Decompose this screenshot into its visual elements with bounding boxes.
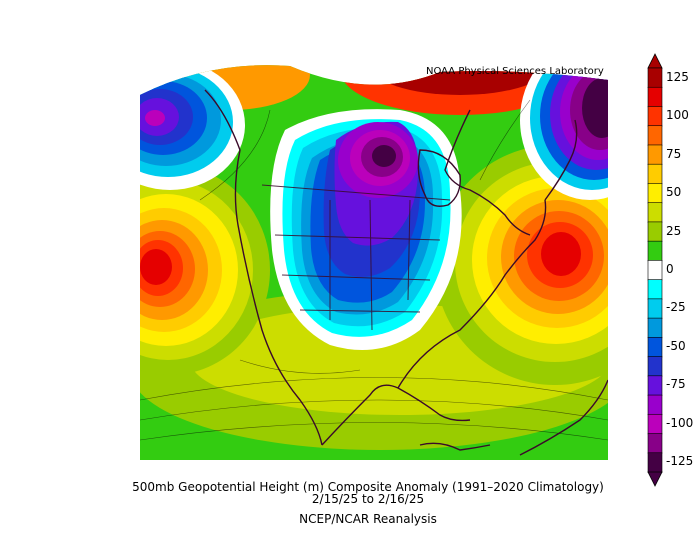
colorbar-swatch — [647, 317, 663, 339]
colorbar-swatch — [647, 356, 663, 377]
colorbar-swatch — [647, 221, 663, 242]
colorbar-tick-label: 0 — [666, 262, 674, 276]
colorbar-swatch — [647, 163, 663, 185]
colorbar-swatch — [647, 260, 663, 281]
colorbar-swatch — [647, 337, 663, 358]
contour-lines — [140, 99, 608, 441]
colorbar-tick-label: 100 — [666, 108, 689, 123]
colorbar-swatch — [647, 86, 663, 108]
colorbar-tick-label: 50 — [666, 185, 682, 200]
negative-anomaly-alaska — [140, 65, 245, 190]
colorbar-swatch — [647, 375, 663, 396]
colorbar-swatch — [647, 413, 663, 435]
colorbar-swatch — [647, 452, 663, 473]
positive-anomaly-western-atlantic — [435, 145, 608, 385]
colorbar-swatch — [647, 67, 663, 89]
colorbar-tick-label: 125 — [666, 69, 689, 84]
colorbar-top-arrow — [647, 53, 663, 69]
colorbar-swatch — [647, 106, 663, 127]
negative-anomaly-greenland — [520, 65, 608, 200]
colorbar-swatch — [647, 279, 663, 300]
negative-anomaly-central-canada-us — [270, 109, 462, 350]
colorbar-swatch — [647, 202, 663, 223]
coastlines — [204, 89, 608, 456]
colorbar-tick-label: 75 — [666, 146, 682, 161]
colorbar-tick-label: -50 — [666, 338, 686, 353]
colorbar-swatch — [647, 144, 663, 165]
positive-anomaly-northeast-pacific — [140, 165, 270, 375]
colorbar — [647, 53, 663, 487]
colorbar-tick-label: -125 — [666, 454, 694, 469]
caption-title: 500mb Geopotential Height (m) Composite … — [132, 480, 604, 494]
political-borders — [261, 184, 451, 331]
colorbar-tick-label: -100 — [666, 415, 694, 430]
colorbar-swatch — [647, 183, 663, 204]
colorbar-swatch — [647, 125, 663, 146]
colorbar-swatch — [647, 240, 663, 262]
caption-dates: 2/15/25 to 2/16/25 — [311, 492, 425, 506]
colorbar-swatch — [647, 433, 663, 454]
colorbar-tick-label: -25 — [666, 300, 686, 315]
colorbar-swatch — [647, 394, 663, 416]
credit-label: NOAA Physical Sciences Laboratory — [426, 66, 604, 77]
anomaly-field — [140, 65, 608, 460]
colorbar-tick-label: 25 — [666, 223, 682, 238]
colorbar-swatch — [647, 298, 663, 319]
colorbar-tick-label: -75 — [666, 377, 686, 392]
caption-source: NCEP/NCAR Reanalysis — [299, 512, 437, 526]
colorbar-bottom-arrow — [647, 471, 663, 487]
